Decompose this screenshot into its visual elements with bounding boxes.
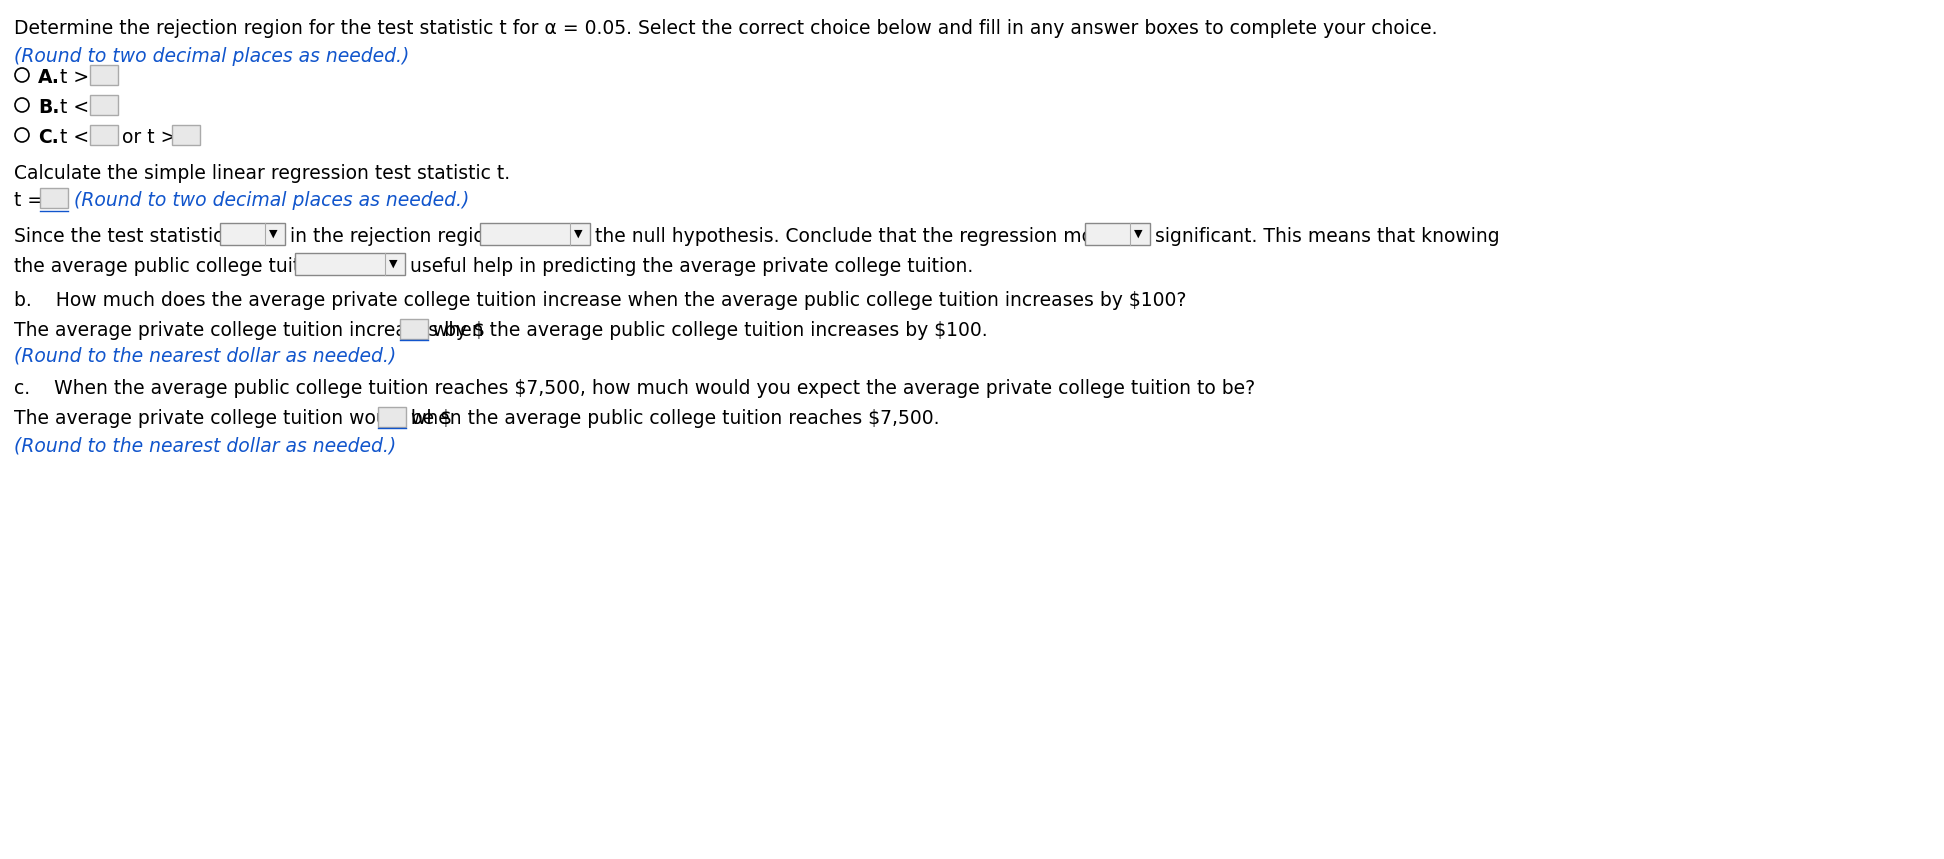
FancyBboxPatch shape bbox=[171, 125, 200, 145]
Text: ▼: ▼ bbox=[573, 229, 583, 239]
Text: (Round to the nearest dollar as needed.): (Round to the nearest dollar as needed.) bbox=[14, 347, 397, 366]
Text: the average public college tuition: the average public college tuition bbox=[14, 257, 329, 276]
Text: C.: C. bbox=[39, 128, 58, 147]
Text: (Round to two decimal places as needed.): (Round to two decimal places as needed.) bbox=[14, 47, 410, 66]
Text: ▼: ▼ bbox=[1133, 229, 1143, 239]
Text: A.: A. bbox=[39, 68, 60, 87]
Text: The average private college tuition would be $: The average private college tuition woul… bbox=[14, 409, 453, 428]
Text: t =: t = bbox=[14, 191, 43, 210]
FancyBboxPatch shape bbox=[89, 125, 119, 145]
FancyBboxPatch shape bbox=[480, 223, 589, 245]
Text: or t >: or t > bbox=[122, 128, 177, 147]
FancyBboxPatch shape bbox=[89, 65, 119, 85]
FancyBboxPatch shape bbox=[295, 253, 404, 275]
Text: when the average public college tuition reaches $7,500.: when the average public college tuition … bbox=[410, 409, 939, 428]
Text: useful help in predicting the average private college tuition.: useful help in predicting the average pr… bbox=[410, 257, 974, 276]
FancyBboxPatch shape bbox=[89, 95, 119, 115]
Text: in the rejection region,: in the rejection region, bbox=[290, 227, 503, 246]
Text: Determine the rejection region for the test statistic t for α = 0.05. Select the: Determine the rejection region for the t… bbox=[14, 19, 1437, 38]
Text: c.    When the average public college tuition reaches $7,500, how much would you: c. When the average public college tuiti… bbox=[14, 379, 1256, 398]
FancyBboxPatch shape bbox=[220, 223, 286, 245]
FancyBboxPatch shape bbox=[400, 319, 428, 339]
Text: Calculate the simple linear regression test statistic t.: Calculate the simple linear regression t… bbox=[14, 164, 509, 183]
Text: ▼: ▼ bbox=[268, 229, 278, 239]
Text: b.    How much does the average private college tuition increase when the averag: b. How much does the average private col… bbox=[14, 291, 1186, 310]
Text: t >: t > bbox=[60, 68, 89, 87]
Text: Since the test statistic: Since the test statistic bbox=[14, 227, 224, 246]
Text: the null hypothesis. Conclude that the regression model: the null hypothesis. Conclude that the r… bbox=[595, 227, 1122, 246]
Text: when the average public college tuition increases by $100.: when the average public college tuition … bbox=[434, 321, 988, 340]
FancyBboxPatch shape bbox=[1085, 223, 1151, 245]
FancyBboxPatch shape bbox=[41, 188, 68, 208]
Text: ▼: ▼ bbox=[389, 259, 397, 269]
Text: (Round to two decimal places as needed.): (Round to two decimal places as needed.) bbox=[74, 191, 469, 210]
Text: (Round to the nearest dollar as needed.): (Round to the nearest dollar as needed.) bbox=[14, 437, 397, 456]
Text: t <: t < bbox=[60, 98, 89, 117]
Text: significant. This means that knowing: significant. This means that knowing bbox=[1155, 227, 1499, 246]
Text: B.: B. bbox=[39, 98, 60, 117]
Text: The average private college tuition increases by $: The average private college tuition incr… bbox=[14, 321, 484, 340]
Text: t <: t < bbox=[60, 128, 89, 147]
FancyBboxPatch shape bbox=[377, 407, 406, 427]
